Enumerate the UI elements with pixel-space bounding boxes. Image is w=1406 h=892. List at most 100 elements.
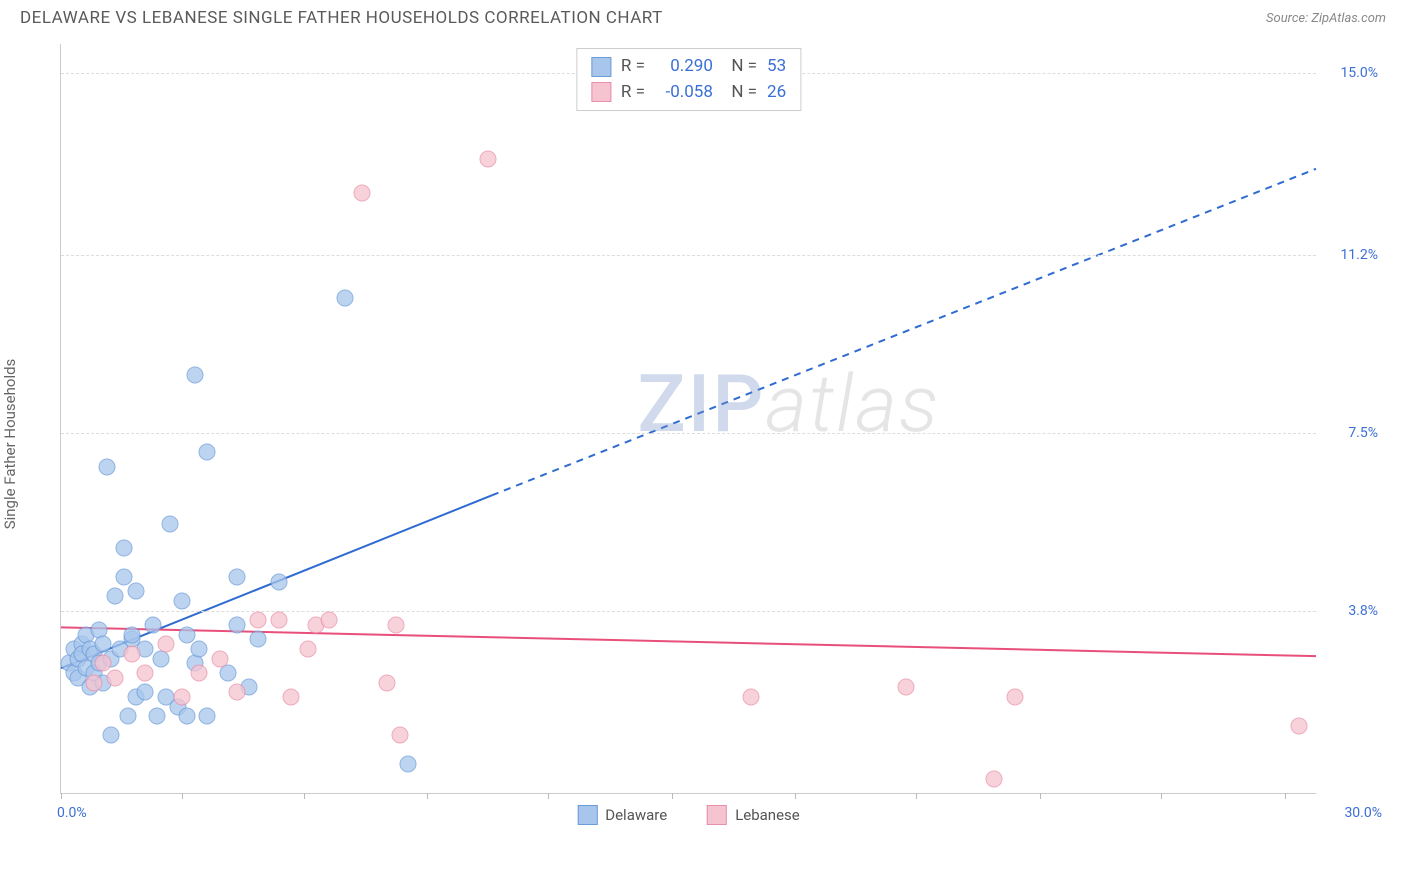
scatter-point <box>211 650 228 667</box>
scatter-point <box>400 756 417 773</box>
scatter-point <box>157 636 174 653</box>
x-tick <box>1161 793 1162 799</box>
scatter-point <box>191 664 208 681</box>
scatter-point <box>743 688 760 705</box>
x-tick <box>304 793 305 799</box>
legend-swatch <box>577 805 597 825</box>
watermark-zip: ZIP <box>637 357 765 451</box>
scatter-point <box>94 655 111 672</box>
scatter-point <box>898 679 915 696</box>
stat-r-label: R = <box>621 54 645 80</box>
gridline <box>61 433 1316 434</box>
scatter-point <box>249 612 266 629</box>
scatter-point <box>199 708 216 725</box>
scatter-point <box>354 184 371 201</box>
legend-stats-row: R = -0.058 N = 26 <box>591 80 786 106</box>
x-axis-end-label: 30.0% <box>1344 805 1382 821</box>
legend-stats-row: R = 0.290 N = 53 <box>591 54 786 80</box>
scatter-point <box>107 669 124 686</box>
legend-swatch <box>591 82 611 102</box>
scatter-point <box>391 727 408 744</box>
scatter-point <box>220 664 237 681</box>
scatter-point <box>228 684 245 701</box>
scatter-point <box>99 458 116 475</box>
scatter-point <box>119 708 136 725</box>
scatter-point <box>115 568 132 585</box>
scatter-point <box>199 444 216 461</box>
scatter-point <box>124 645 141 662</box>
scatter-point <box>174 688 191 705</box>
scatter-point <box>153 650 170 667</box>
correlation-legend: R = 0.290 N = 53 R = -0.058 N = 26 <box>576 48 801 111</box>
scatter-point <box>228 568 245 585</box>
scatter-point <box>178 626 195 643</box>
x-axis-start-label: 0.0% <box>57 805 87 821</box>
scatter-point <box>161 516 178 533</box>
y-tick-label: 7.5% <box>1348 425 1378 441</box>
series-legend: Delaware Lebanese <box>577 805 800 825</box>
legend-label: Lebanese <box>735 806 800 824</box>
legend-item: Delaware <box>577 805 667 825</box>
x-tick <box>1285 793 1286 799</box>
legend-label: Delaware <box>605 806 667 824</box>
x-tick <box>916 793 917 799</box>
stat-r-label: R = <box>621 80 645 106</box>
watermark-atlas: atlas <box>765 357 940 451</box>
stat-n-value: 26 <box>767 80 786 106</box>
scatter-point <box>149 708 166 725</box>
x-tick <box>182 793 183 799</box>
scatter-point <box>299 640 316 657</box>
scatter-point <box>270 573 287 590</box>
scatter-point <box>985 770 1002 787</box>
x-tick <box>548 793 549 799</box>
chart-header: DELAWARE VS LEBANESE SINGLE FATHER HOUSE… <box>0 0 1406 34</box>
scatter-point <box>174 592 191 609</box>
scatter-point <box>1291 717 1308 734</box>
scatter-point <box>191 640 208 657</box>
scatter-point <box>379 674 396 691</box>
stat-r-value: -0.058 <box>655 80 713 106</box>
x-tick <box>1040 793 1041 799</box>
stat-n-label: N = <box>723 54 757 80</box>
x-tick <box>795 793 796 799</box>
scatter-point <box>178 708 195 725</box>
scatter-point <box>249 631 266 648</box>
scatter-point <box>136 684 153 701</box>
scatter-point <box>86 674 103 691</box>
x-tick <box>61 793 62 799</box>
scatter-point <box>228 616 245 633</box>
stat-n-label: N = <box>723 80 757 106</box>
scatter-point <box>320 612 337 629</box>
scatter-point <box>186 367 203 384</box>
y-axis-label: Single Father Households <box>1 359 19 530</box>
scatter-plot: ZIPatlas R = 0.290 N = 53 R = -0.058 N = 26… <box>60 44 1316 794</box>
scatter-point <box>1006 688 1023 705</box>
gridline <box>61 255 1316 256</box>
scatter-point <box>283 688 300 705</box>
x-tick <box>427 793 428 799</box>
scatter-point <box>337 290 354 307</box>
scatter-point <box>387 616 404 633</box>
scatter-point <box>107 588 124 605</box>
y-tick-label: 11.2% <box>1340 247 1378 263</box>
scatter-point <box>103 727 120 744</box>
legend-item: Lebanese <box>707 805 800 825</box>
scatter-point <box>128 583 145 600</box>
scatter-point <box>136 664 153 681</box>
scatter-point <box>145 616 162 633</box>
scatter-point <box>479 151 496 168</box>
scatter-point <box>124 626 141 643</box>
watermark: ZIPatlas <box>637 357 940 451</box>
y-tick-label: 3.8% <box>1348 603 1378 619</box>
x-tick <box>672 793 673 799</box>
y-tick-label: 15.0% <box>1340 65 1378 81</box>
source-attribution: Source: ZipAtlas.com <box>1266 11 1386 26</box>
scatter-point <box>115 540 132 557</box>
chart-title: DELAWARE VS LEBANESE SINGLE FATHER HOUSE… <box>20 8 663 28</box>
legend-swatch <box>707 805 727 825</box>
chart-container: Single Father Households ZIPatlas R =0.2… <box>20 34 1386 854</box>
scatter-point <box>270 612 287 629</box>
gridline <box>61 611 1316 612</box>
stat-n-value: 53 <box>767 54 786 80</box>
stat-r-value: 0.290 <box>655 54 713 80</box>
